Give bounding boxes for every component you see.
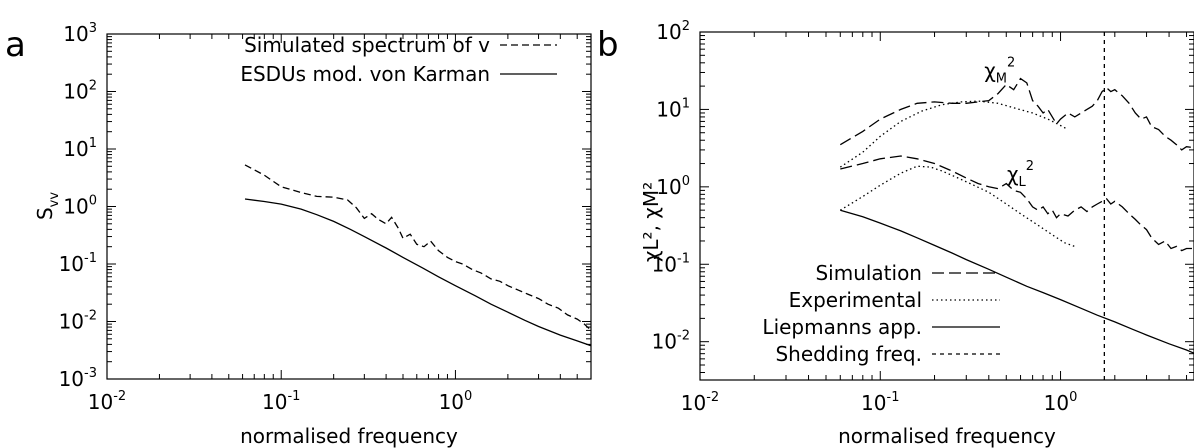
- y-tick-label: 102: [63, 79, 97, 104]
- plot-frame: [699, 31, 1194, 381]
- y-tick-label: 101: [656, 96, 690, 121]
- plot-frame: [106, 33, 592, 380]
- series-experimental-line: [839, 100, 1069, 168]
- legend-label: Experimental: [789, 288, 922, 312]
- legend-label: ESDUs mod. von Karman: [240, 62, 490, 86]
- y-tick-label: 10-3: [59, 366, 97, 391]
- series-liepmanns-app--line: [840, 209, 1194, 354]
- x-axis-label: normalised frequency: [240, 424, 458, 448]
- x-tick-label: 100: [1044, 390, 1078, 415]
- y-tick-label: 10-2: [652, 329, 690, 354]
- y-tick-label: 102: [656, 19, 690, 44]
- legend-label: Liepmanns app.: [762, 315, 922, 339]
- series-esdus-mod-von-karman-line: [244, 198, 591, 347]
- y-axis-label: χL², χM²: [639, 182, 663, 262]
- panel-letter: b: [597, 25, 619, 65]
- panel-a: a10-2 10-1 10010-310-210-1100101102103norm…: [5, 21, 592, 448]
- series-simulation-line: [839, 77, 1194, 151]
- legend-label: Shedding freq.: [775, 342, 922, 366]
- curve-annotation: χL2: [1007, 159, 1034, 190]
- panel-letter: a: [5, 25, 26, 65]
- legend-label: Simulation: [815, 261, 922, 285]
- x-axis-label: normalised frequency: [838, 424, 1056, 448]
- plot-area: [244, 164, 591, 347]
- series-simulation-line: [840, 155, 1194, 252]
- curve-annotation: χM2: [984, 55, 1015, 86]
- x-tick-label: 10-2: [88, 389, 126, 414]
- y-tick-label: 103: [63, 21, 97, 46]
- y-tick-label: 100: [656, 174, 690, 199]
- x-tick-label: 10-1: [262, 389, 300, 414]
- panel-b: b 10-2 10-1 100 10-2 10-1 100 101 102 normalised …: [597, 19, 1194, 448]
- x-tick-label: 10-1: [861, 390, 899, 415]
- plot-area: [839, 32, 1194, 380]
- series-simulated-spectrum-of-v-line: [244, 164, 591, 331]
- y-axis-label: Svv: [33, 192, 62, 220]
- x-tick-label: 100: [439, 389, 473, 414]
- y-tick-label: 10-2: [59, 309, 97, 334]
- y-tick-label: 10-1: [652, 251, 690, 276]
- x-tick-label: 10-2: [681, 390, 719, 415]
- y-tick-label: 101: [63, 136, 97, 161]
- y-tick-label: 10-1: [59, 251, 97, 276]
- series-experimental-line: [839, 165, 1076, 248]
- y-tick-label: 100: [63, 194, 97, 219]
- legend-label: Simulated spectrum of v: [244, 33, 490, 57]
